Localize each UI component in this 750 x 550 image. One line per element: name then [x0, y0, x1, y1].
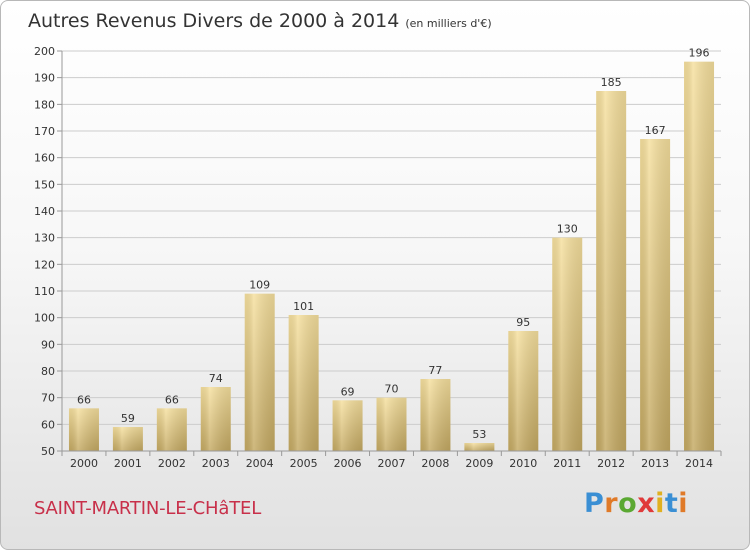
data-label-2005: 101 [293, 300, 314, 313]
bar-shade-2011 [552, 237, 583, 451]
y-tick-label: 160 [34, 152, 55, 165]
y-tick-label: 150 [34, 178, 55, 191]
y-tick-label: 100 [34, 312, 55, 325]
chart-title: Autres Revenus Divers de 2000 à 2014 (en … [28, 10, 492, 32]
y-tick-label: 60 [41, 418, 55, 431]
logo-letter: x [637, 488, 656, 519]
bar-shade-2001 [112, 427, 143, 451]
bar-shade-2003 [200, 387, 231, 451]
x-tick-label: 2006 [334, 457, 362, 470]
y-tick-label: 170 [34, 125, 55, 138]
data-label-2012: 185 [601, 76, 622, 89]
logo-letter: t [664, 488, 679, 519]
bar-shade-2013 [640, 139, 671, 451]
axes: 50 60 70 80 90 100 110 120 130 140 150 160 170 180 190… [34, 45, 722, 470]
data-label-2010: 95 [516, 316, 530, 329]
y-tick-label: 50 [41, 445, 55, 458]
x-tick-label: 2014 [685, 457, 713, 470]
x-tick-label: 2009 [465, 457, 493, 470]
logo-letter: o [618, 488, 638, 519]
y-tick-label: 200 [34, 45, 55, 58]
y-tick-label: 130 [34, 232, 55, 245]
x-tick-label: 2005 [290, 457, 318, 470]
data-labels: 66 59 66 74 109 101 69 70 77 53 95 130 185 167 196 [77, 47, 710, 441]
data-label-2004: 109 [249, 279, 270, 292]
y-tick-label: 190 [34, 72, 55, 85]
data-label-2014: 196 [689, 47, 710, 60]
chart-title-text: Autres Revenus Divers de 2000 à 2014 [28, 10, 400, 32]
data-label-2013: 167 [645, 124, 666, 137]
x-tick-label: 2011 [553, 457, 581, 470]
commune-name: SAINT-MARTIN-LE-CHâTEL [34, 498, 262, 519]
x-tick-label: 2010 [509, 457, 537, 470]
logo-letter: i [655, 488, 665, 519]
bar-shade-2004 [244, 293, 275, 451]
data-label-2011: 130 [557, 223, 578, 236]
bar-shade-2010 [508, 331, 539, 451]
y-tick-label: 110 [34, 285, 55, 298]
data-label-2008: 77 [428, 364, 442, 377]
bar-shade-2006 [332, 400, 363, 451]
data-label-2006: 69 [341, 385, 355, 398]
bars [68, 61, 715, 452]
x-tick-label: 2000 [70, 457, 98, 470]
data-label-2003: 74 [209, 372, 223, 385]
bar-shade-2009 [464, 443, 495, 451]
data-label-2007: 70 [385, 383, 399, 396]
bar-shade-2014 [684, 61, 715, 452]
data-label-2000: 66 [77, 393, 91, 406]
bar-shade-2008 [420, 379, 451, 451]
y-tick-label: 180 [34, 98, 55, 111]
logo-letter: P [584, 488, 605, 519]
y-tick-label: 70 [41, 392, 55, 405]
bar-shade-2007 [376, 397, 407, 451]
x-tick-label: 2001 [114, 457, 142, 470]
x-tick-label: 2013 [641, 457, 669, 470]
bar-shade-2005 [288, 315, 319, 451]
x-tick-label: 2002 [158, 457, 186, 470]
bar-shade-2012 [596, 91, 627, 451]
chart-subtitle: (en milliers d'€) [405, 17, 492, 30]
x-tick-label: 2003 [202, 457, 230, 470]
logo-letter: r [604, 488, 619, 519]
y-tick-label: 140 [34, 205, 55, 218]
y-tick-label: 80 [41, 365, 55, 378]
x-tick-label: 2007 [378, 457, 406, 470]
x-tick-label: 2012 [597, 457, 625, 470]
data-label-2001: 59 [121, 412, 135, 425]
logo-letter: i [678, 488, 689, 519]
y-tick-label: 90 [41, 338, 55, 351]
data-label-2009: 53 [472, 428, 486, 441]
x-tick-label: 2008 [421, 457, 449, 470]
proxiti-logo: Proxiti [584, 488, 688, 519]
x-tick-label: 2004 [246, 457, 274, 470]
bar-shade-2000 [68, 408, 99, 451]
y-tick-label: 120 [34, 258, 55, 271]
data-label-2002: 66 [165, 393, 179, 406]
bar-shade-2002 [156, 408, 187, 451]
